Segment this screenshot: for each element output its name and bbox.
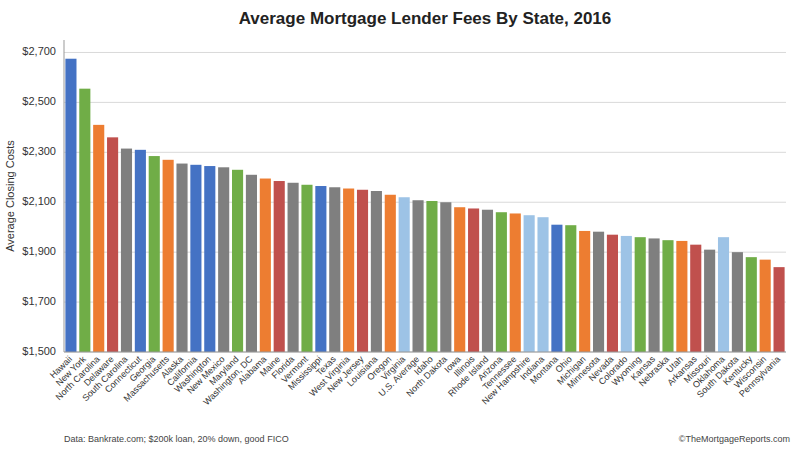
bar [93,125,104,352]
bar [760,260,771,352]
footnote: ©TheMortgageReports.com [679,434,790,444]
bar [260,179,271,352]
bar [635,237,646,352]
x-tick-label: Pennsylvania [737,354,782,399]
bar [413,200,424,352]
bar [510,213,521,352]
bar [426,201,437,352]
bar [593,232,604,352]
y-tick-label: $1,500 [22,345,56,357]
bar [565,225,576,352]
bar [329,187,340,352]
bar [218,167,229,352]
grid-line [64,152,786,153]
bar [65,59,76,352]
bar [371,191,382,352]
bar [79,89,90,352]
y-ticks: $1,500 $1,700 $1,900 $2,100 $2,300 $2,500 $2,7… [22,45,56,357]
grid-line [64,102,786,103]
bars [65,59,784,352]
title: Average Mortgage Lender Fees By State, 2… [239,9,612,28]
bar [440,202,451,352]
bar [537,217,548,352]
y-axis-label: Average Closing Costs [4,140,16,252]
bar [121,149,132,352]
bar [399,197,410,352]
chart: $1,500 $1,700 $1,900 $2,100 $2,300 $2,500 $2,7… [0,0,800,450]
bar [662,240,673,352]
bar [163,160,174,352]
x-tick-label: North Dakota [404,354,449,399]
bar [149,156,160,352]
y-axis-line [64,40,65,352]
bar [676,241,687,352]
y-tick-label: $2,300 [22,145,56,157]
grid-line [64,52,786,53]
bar [496,212,507,352]
bar [301,185,312,352]
footnote: Data: Bankrate.com; $200k loan, 20% down… [64,434,289,444]
bar [746,257,757,352]
bar [468,208,479,352]
y-tick-label: $2,700 [22,45,56,57]
bar [774,267,785,352]
bar [385,195,396,352]
bar [135,150,146,352]
grid [64,52,786,352]
y-tick-label: $1,900 [22,245,56,257]
bar [204,166,215,352]
y-tick-label: $1,700 [22,295,56,307]
bar [732,252,743,352]
x-axis-line [64,352,786,353]
bar [454,207,465,352]
bar [718,237,729,352]
bar [690,245,701,352]
bar [232,170,243,352]
x-ticks: HawaiiNew YorkNorth CarolinaDelawareSout… [48,354,782,408]
bar [315,186,326,352]
bar [107,137,118,352]
bar [607,235,618,352]
bar [524,215,535,352]
bar [551,225,562,352]
y-tick-label: $2,500 [22,95,56,107]
bar [579,231,590,352]
bar [621,236,632,352]
x-tick-label: Nebraska [637,354,671,388]
bar [482,210,493,352]
bar [176,164,187,352]
bar [274,181,285,352]
y-tick-label: $2,100 [22,195,56,207]
bar [246,175,257,352]
grid-line [64,352,786,353]
bar [704,250,715,352]
bar [357,190,368,352]
bar [190,165,201,352]
bar [649,238,660,352]
bar [343,189,354,352]
bar [288,183,299,352]
